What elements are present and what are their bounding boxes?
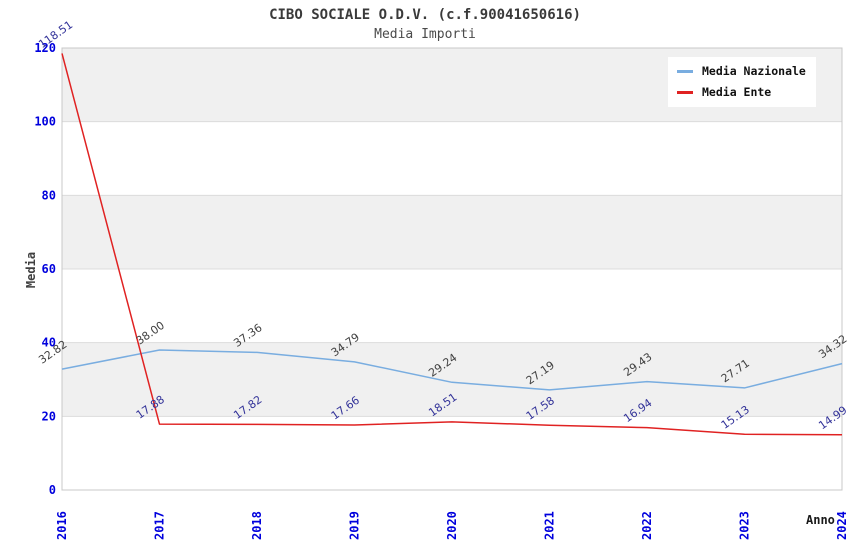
media-nazionale-swatch-icon [677,69,693,73]
x-tick-label: 2016 [55,511,69,540]
y-tick-label: 0 [49,483,56,497]
x-tick-label: 2017 [153,511,167,540]
ticks-group: 0 20 40 60 80 100 120 2016 2017 2018 2019 2020 2021 2… [34,41,849,540]
y-tick-label: 20 [42,409,56,423]
y-tick-label: 80 [42,188,56,202]
plot-border [61,47,843,491]
x-tick-label: 2018 [250,511,264,540]
legend-label-media-nazionale: Media Nazionale [702,64,806,78]
y-tick-label: 40 [42,336,56,350]
x-tick-label: 2023 [738,511,752,540]
legend-item-media-ente: Media Ente [677,85,807,99]
x-tick-label: 2021 [543,511,557,540]
legend-label-media-ente: Media Ente [702,85,772,99]
band [62,195,842,269]
legend: Media Nazionale Media Ente [668,57,816,107]
grid-group [61,47,843,491]
media-ente-swatch-icon [677,90,693,94]
chart-title: CIBO SOCIALE O.D.V. (c.f.90041650616) [269,7,581,23]
chart-subtitle: Media Importi [374,27,476,42]
y-tick-label: 60 [42,262,56,276]
x-tick-label: 2019 [348,511,362,540]
x-tick-label: 2024 [835,511,849,540]
y-tick-label: 100 [34,115,56,129]
band [62,342,842,417]
series-group [61,53,843,436]
x-tick-label: 2022 [640,511,654,540]
legend-item-media-nazionale: Media Nazionale [677,64,807,78]
x-tick-label: 2020 [445,511,459,540]
y-tick-label: 120 [34,41,56,55]
media-nazionale-line [61,349,843,391]
media-ente-line [61,53,843,436]
x-axis-title: Anno [806,513,835,527]
